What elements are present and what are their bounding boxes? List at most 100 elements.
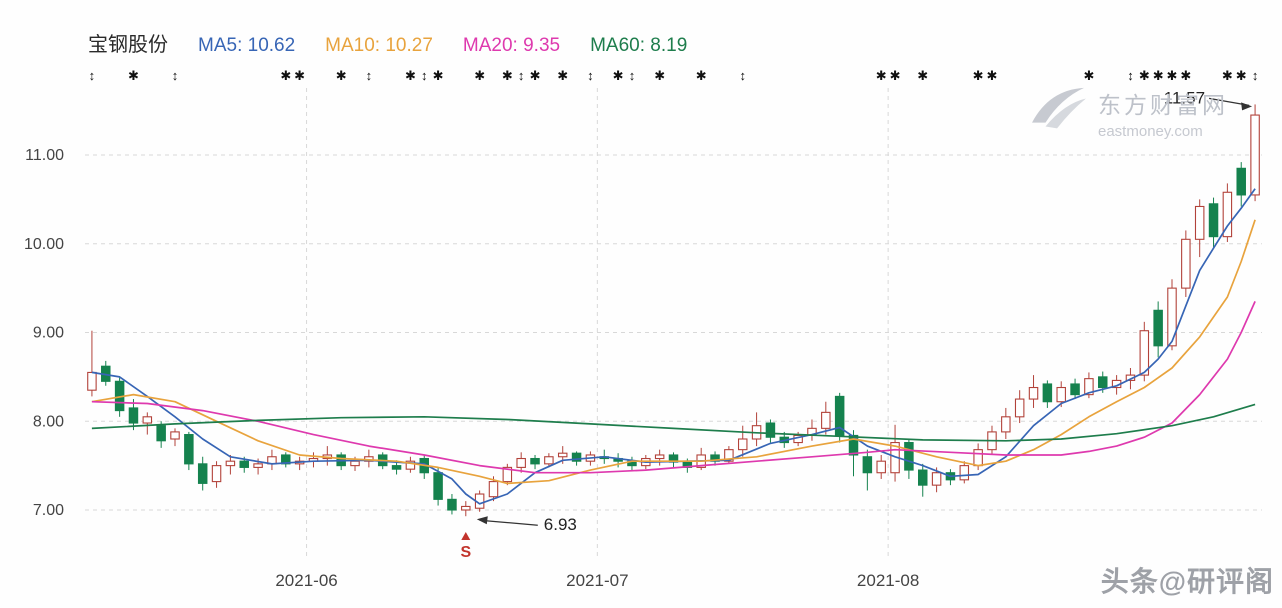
candle-up [461,505,471,511]
ma10-label: MA10: 10.27 [325,35,433,56]
event-marker-icon: ✱ [987,68,998,83]
x-axis-tick-label: 2021-06 [275,571,337,590]
event-marker-icon: ✱ [1222,68,1233,83]
event-marker-icon: ✱ [1167,68,1178,83]
event-marker-icon: ✱ [1139,68,1150,83]
candle-up [502,466,513,483]
candle-up [87,371,97,391]
candle-up [1194,205,1205,240]
event-marker-icon: ✱ [1083,68,1094,83]
candle-up [225,460,236,467]
candle-down [765,422,776,438]
candle-up [1056,386,1066,403]
event-marker-icon: ✱ [696,68,707,83]
candle-down [184,434,194,465]
candle-up [931,472,942,486]
event-marker-icon: ↕ [421,68,428,83]
event-marker-icon: ✱ [280,68,291,83]
candle-up [1250,114,1260,196]
ma20-line [91,301,1256,474]
candle-down [156,425,166,442]
event-marker-icon: ↕ [518,68,525,83]
event-marker-icon: ✱ [557,68,568,83]
event-marker-icon: ✱ [128,68,139,83]
candle-down [904,441,914,471]
event-marker-icon: ✱ [502,68,513,83]
event-marker-icon: ✱ [890,68,901,83]
candle-up [211,465,222,483]
candle-down [1153,309,1163,347]
candle-down [1208,203,1219,238]
event-marker-icon: ↕ [89,68,96,83]
candle-down [1042,383,1053,403]
candle-down [571,452,582,462]
event-marker-icon: ✱ [1180,68,1191,83]
y-axis-tick-label: 10.00 [24,236,64,253]
event-marker-icon: ✱ [917,68,928,83]
candle-up [350,460,360,467]
candle-up [973,449,983,467]
low-annotation-arrowhead [476,516,488,525]
candle-down [530,457,540,465]
event-marker-icon: ✱ [336,68,347,83]
sell-marker-label: S [460,544,471,561]
ma5-line [91,188,1256,505]
candle-up [821,411,831,429]
ma20-label: MA20: 9.35 [462,35,561,56]
event-marker-icon: ✱ [405,68,416,83]
x-axis-tick-label: 2021-07 [566,571,628,590]
candle-up [405,460,416,470]
candle-up [1014,398,1025,418]
event-marker-icon: ✱ [876,68,887,83]
x-axis-tick-label: 2021-08 [857,571,919,590]
event-marker-icon: ✱ [1153,68,1164,83]
candle-up [737,438,748,451]
sell-marker-arrow-icon [461,532,471,540]
ma60-line [91,403,1256,442]
low-annotation-arrow [479,519,538,526]
candle-down [197,463,208,484]
candle-down [862,456,873,474]
event-marker-icon: ✱ [613,68,624,83]
candle-up [724,449,734,462]
candle-down [239,460,249,468]
event-marker-icon: ↕ [1127,68,1134,83]
candle-up [959,465,970,481]
event-marker-icon: ✱ [474,68,485,83]
stock-name: 宝钢股份 [88,34,168,56]
event-marker-icon: ↕ [366,68,373,83]
candle-up [557,452,568,458]
candle-up [1167,287,1177,347]
y-axis-tick-label: 11.00 [25,147,64,164]
y-axis-tick-label: 7.00 [33,502,64,519]
candle-down [447,498,457,511]
chart-header: 宝钢股份 MA5: 10.62 MA10: 10.27 MA20: 9.35 M… [88,28,687,57]
candle-up [1084,378,1094,396]
ma60-label: MA60: 8.19 [590,35,688,56]
candle-down [391,465,402,470]
y-axis-tick-label: 9.00 [33,325,64,342]
candle-up [1028,386,1039,400]
event-marker-icon: ↕ [1252,68,1259,83]
high-annotation-label: 11.57 [1164,88,1205,107]
candle-down [848,434,859,456]
event-marker-icon: ✱ [654,68,665,83]
event-marker-icon: ↕ [629,68,636,83]
ma5-label: MA5: 10.62 [198,35,296,56]
candle-up [1001,416,1011,433]
candle-down [128,407,139,424]
event-marker-icon: ✱ [1236,68,1247,83]
ma10-line [91,219,1256,485]
candle-up [1139,330,1150,376]
candle-down [433,472,443,500]
candle-up [253,463,263,468]
y-axis-tick-label: 8.00 [33,413,64,430]
candle-up [488,481,499,498]
candle-up [1222,191,1233,238]
event-marker-icon: ✱ [973,68,984,83]
candle-down [1098,376,1108,389]
candle-up [170,431,180,440]
candle-up [544,456,554,465]
candle-up [876,460,886,474]
